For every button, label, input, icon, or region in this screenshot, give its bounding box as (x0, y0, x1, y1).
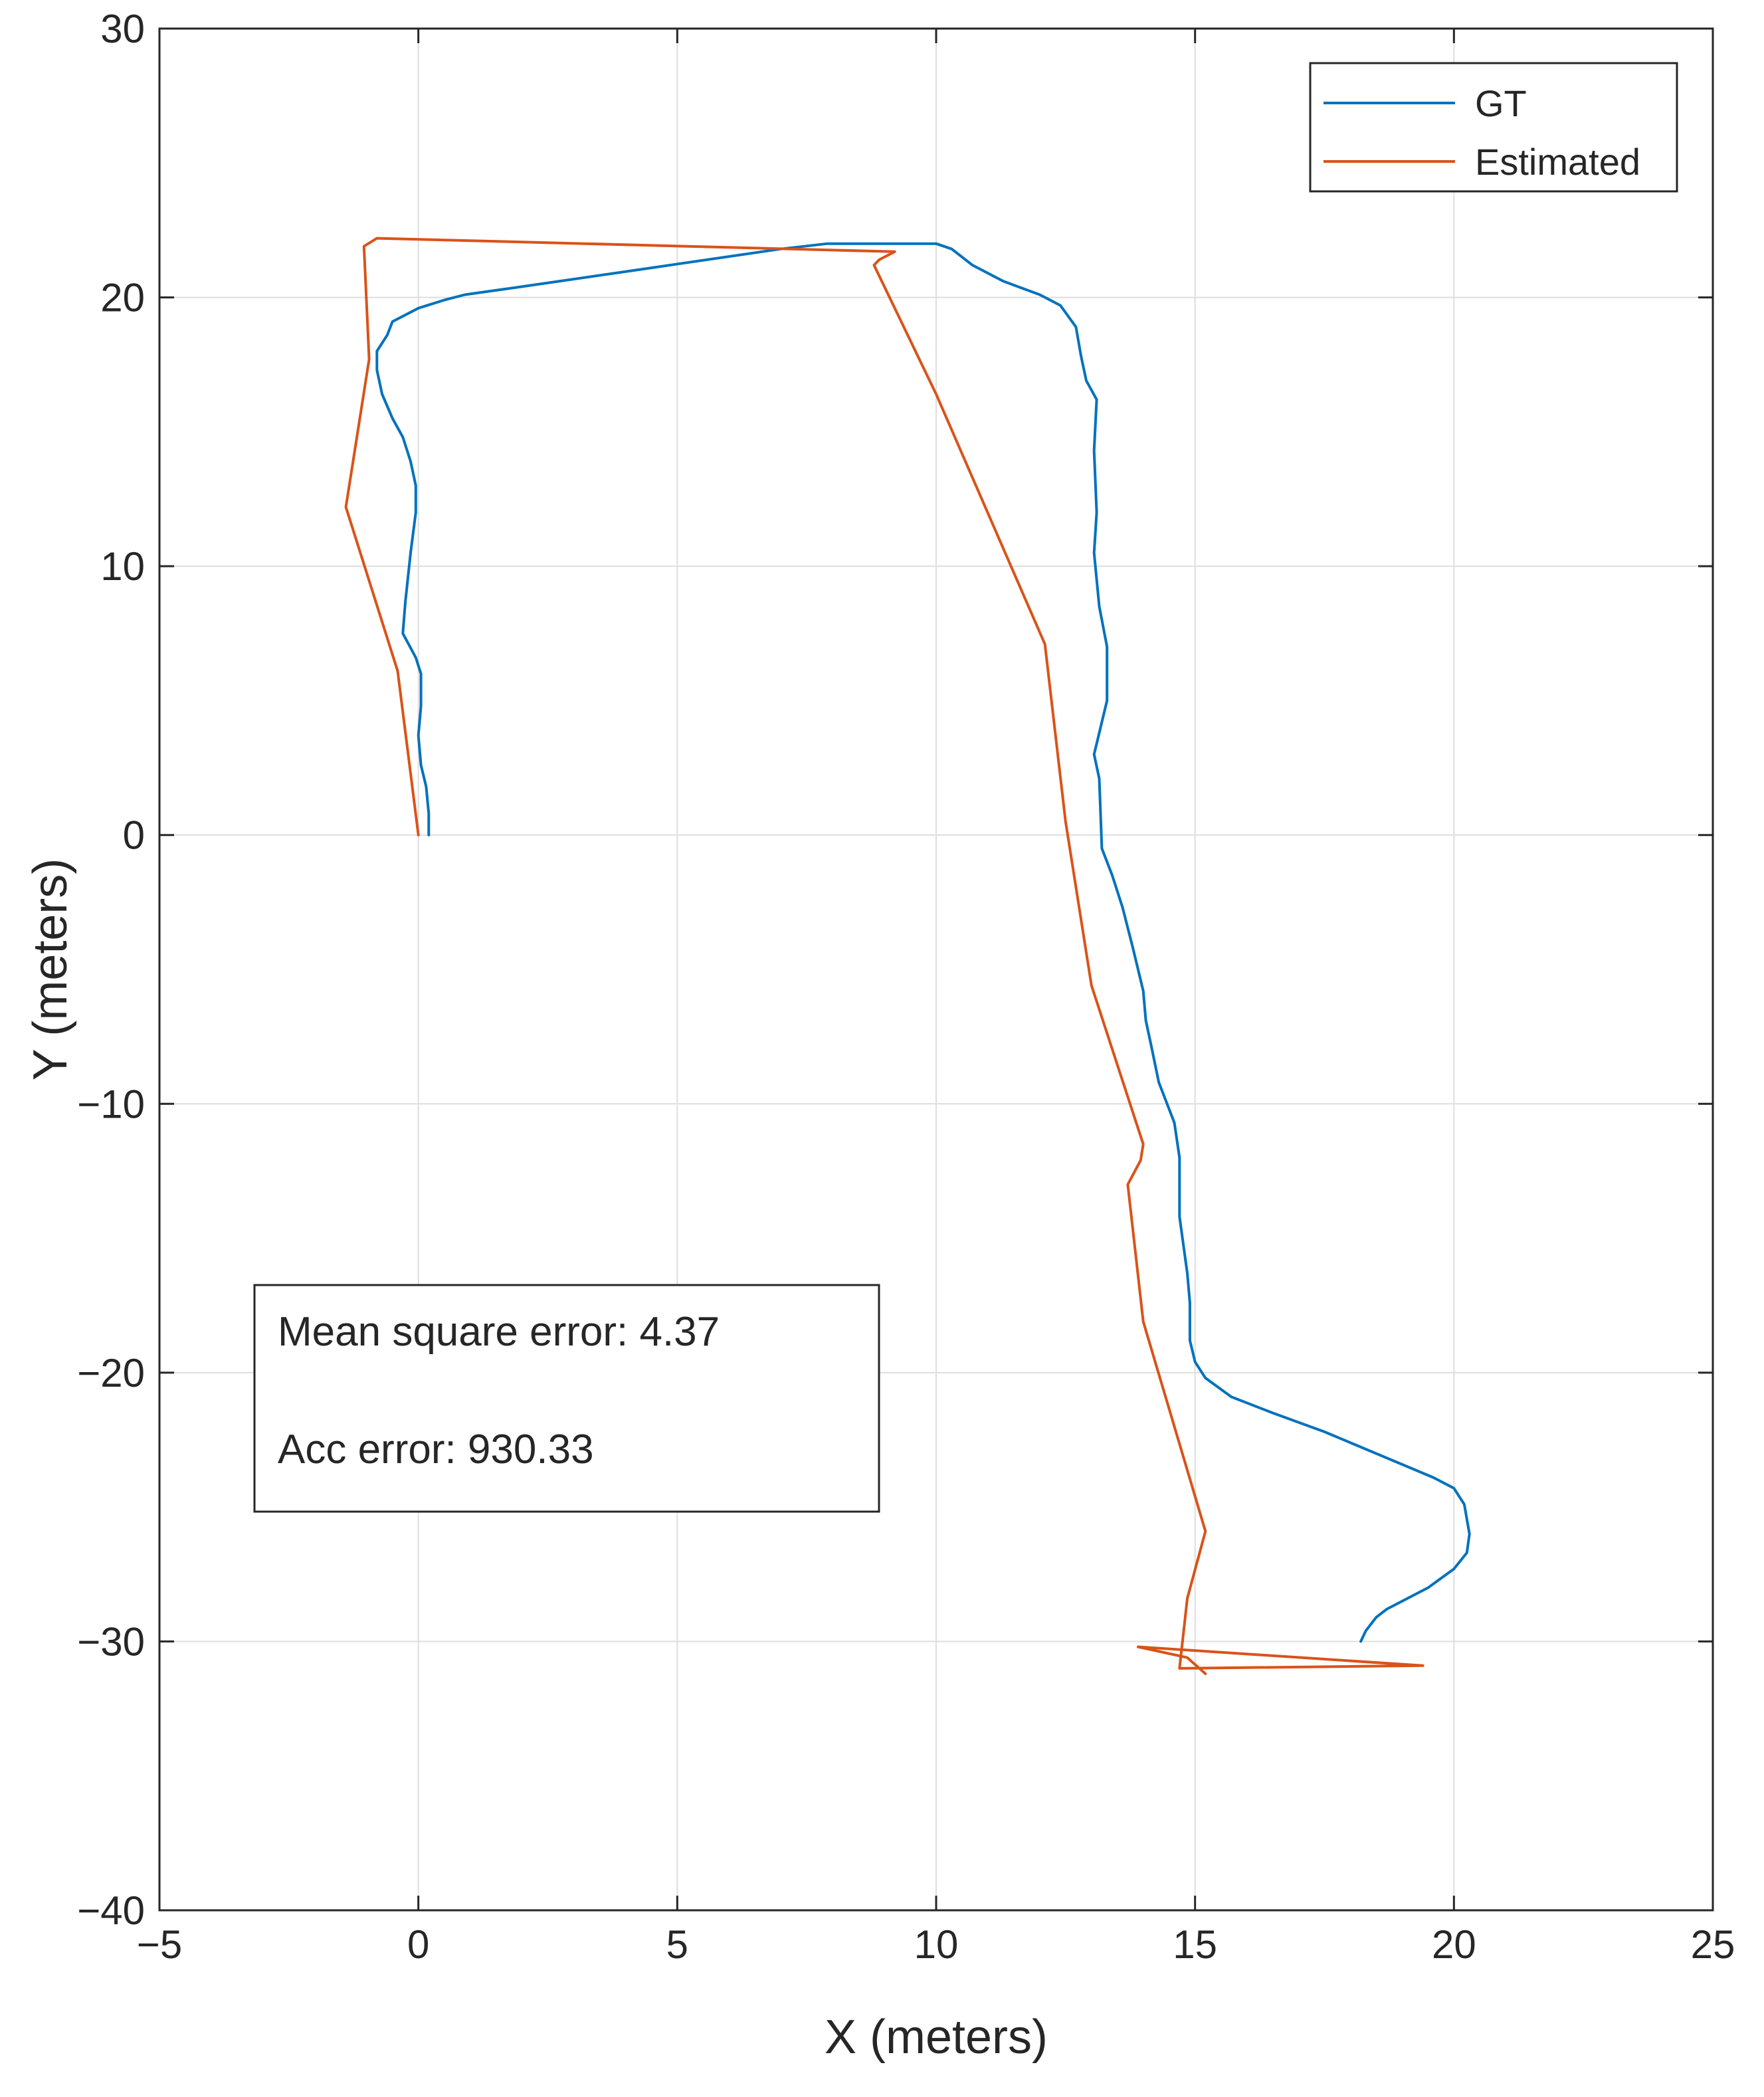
series-line-estimated (344, 237, 1424, 1675)
y-tick-label: −10 (77, 1082, 145, 1126)
y-tick-label: −40 (77, 1888, 145, 1933)
series-layer (344, 237, 1471, 1675)
error-stats-box: Mean square error: 4.37 Acc error: 930.3… (253, 1284, 880, 1513)
y-tick-label: −20 (77, 1351, 145, 1395)
legend-box (1309, 62, 1678, 193)
y-axis-label: Y (meters) (24, 858, 77, 1081)
x-tick-label: −5 (137, 1922, 182, 1967)
x-tick-label: 0 (407, 1922, 429, 1967)
y-tick-label: 10 (100, 544, 145, 589)
error-stats-frame (253, 1284, 880, 1513)
x-tick-label: 25 (1691, 1922, 1735, 1967)
legend-label-estimated: Estimated (1475, 141, 1640, 183)
y-tick-label: −30 (77, 1619, 145, 1664)
legend: GT Estimated (1309, 62, 1678, 193)
x-tick-label: 15 (1173, 1922, 1217, 1967)
y-tick-label: 0 (123, 813, 145, 858)
legend-label-gt: GT (1475, 82, 1527, 124)
mean-square-error-text: Mean square error: 4.37 (278, 1309, 720, 1355)
grid (159, 29, 1713, 1910)
ticks: −5 0 5 10 15 20 25 −40 −30 −20 −10 0 10 20 30 (77, 7, 1735, 1967)
y-tick-label: 30 (100, 7, 145, 51)
x-tick-label: 10 (914, 1922, 959, 1967)
x-axis-label: X (meters) (825, 2011, 1048, 2064)
x-tick-label: 20 (1432, 1922, 1476, 1967)
series-line-gt (375, 242, 1471, 1643)
x-tick-label: 5 (666, 1922, 688, 1967)
y-tick-label: 20 (100, 276, 145, 320)
acc-error-text: Acc error: 930.33 (278, 1427, 594, 1472)
